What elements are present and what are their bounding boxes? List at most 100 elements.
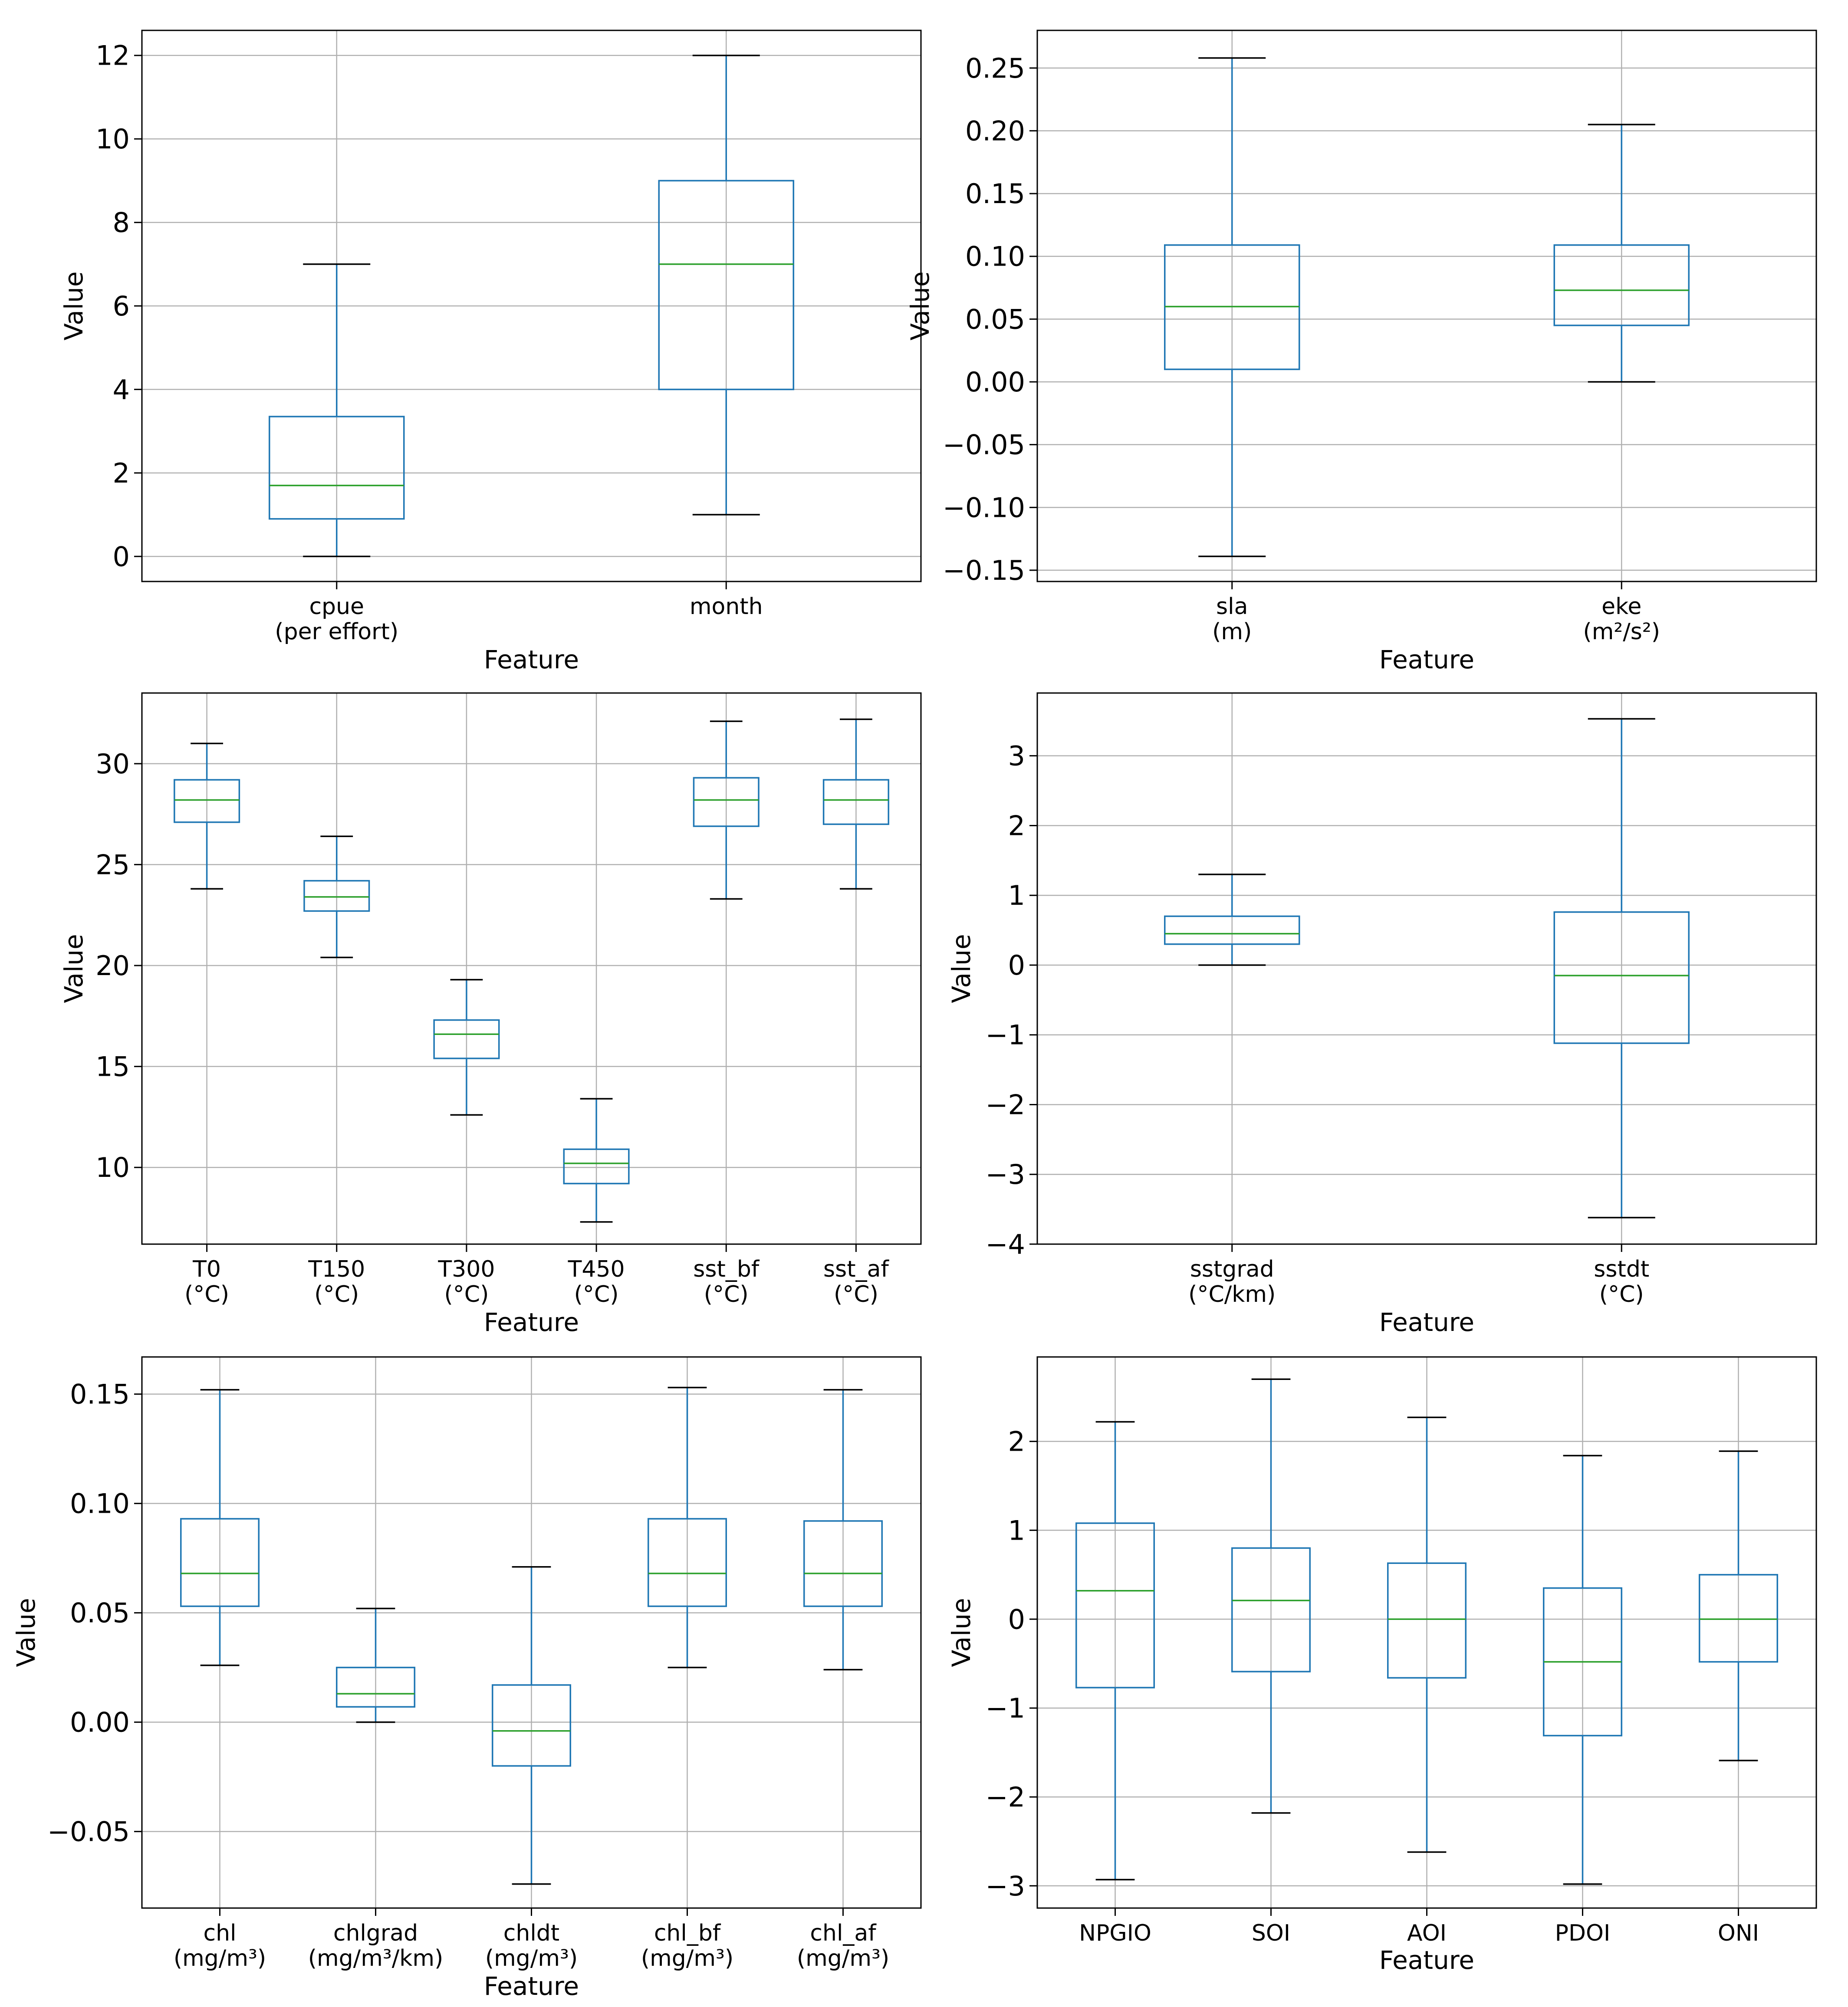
iqr-box bbox=[1699, 1574, 1778, 1663]
x-axis-label: Feature bbox=[1379, 645, 1474, 674]
plot-frame bbox=[1036, 692, 1817, 1245]
x-tick-label: chl_af bbox=[810, 1920, 877, 1946]
iqr-box bbox=[433, 1019, 500, 1059]
x-tick-unit-label: (mg/m³/km) bbox=[308, 1945, 444, 1971]
y-tick-label: 0 bbox=[1008, 1603, 1025, 1635]
iqr-box bbox=[693, 777, 760, 827]
y-tick-label: 8 bbox=[113, 207, 130, 239]
box-T450 bbox=[563, 1098, 630, 1223]
y-axis-label: Value bbox=[11, 1598, 41, 1667]
chart-panel-3: 1015202530T0(°C)T150(°C)T300(°C)T450(°C)… bbox=[59, 692, 922, 1337]
chart-panel-1: 0 2 4 6 8 10 12 cpue(per effort) month Feature Val… bbox=[59, 30, 922, 674]
box-cpue bbox=[269, 263, 405, 558]
y-tick-label: 12 bbox=[95, 40, 130, 72]
x-tick-label: sla bbox=[1216, 594, 1248, 620]
x-axis-label: Feature bbox=[1379, 1945, 1474, 1975]
y-tick-label: −1 bbox=[986, 1019, 1025, 1051]
iqr-box bbox=[492, 1684, 571, 1767]
box-NPGIO bbox=[1075, 1421, 1155, 1881]
x-tick-label: month bbox=[690, 594, 763, 620]
x-tick-label: chlgrad bbox=[333, 1920, 418, 1946]
x-tick-unit-label: (per effort) bbox=[275, 619, 398, 645]
x-axis-label: Feature bbox=[484, 1971, 579, 2001]
box-T0 bbox=[174, 742, 240, 890]
x-tick-label: sst_af bbox=[823, 1256, 889, 1282]
iqr-box bbox=[269, 416, 405, 520]
y-tick-label: 10 bbox=[95, 1152, 130, 1183]
x-tick-label: eke bbox=[1601, 594, 1641, 620]
plot-frame bbox=[1036, 30, 1817, 582]
y-tick-label: 0 bbox=[113, 541, 130, 572]
iqr-box bbox=[563, 1148, 630, 1185]
box-sstgrad bbox=[1164, 874, 1300, 966]
iqr-box bbox=[658, 180, 794, 391]
x-tick-unit-label: (mg/m³) bbox=[174, 1945, 266, 1971]
y-tick-label: 6 bbox=[113, 290, 130, 322]
x-tick-label: T150 bbox=[308, 1256, 365, 1282]
y-tick-label: 0.20 bbox=[965, 115, 1025, 147]
x-tick-unit-label: (m²/s²) bbox=[1583, 619, 1660, 645]
x-axis-label: Feature bbox=[484, 1307, 579, 1337]
y-tick-label: 2 bbox=[1008, 810, 1025, 841]
y-axis-label: Value bbox=[947, 934, 976, 1003]
plot-frame bbox=[1036, 1356, 1817, 1909]
y-tick-label: 0.10 bbox=[965, 241, 1025, 273]
x-axis-label: Feature bbox=[1379, 1307, 1474, 1337]
y-tick-label: 0.25 bbox=[965, 53, 1025, 84]
x-tick-label: T450 bbox=[568, 1256, 625, 1282]
x-tick-label: chl bbox=[204, 1920, 237, 1946]
x-tick-label: cpue bbox=[309, 594, 364, 620]
x-tick-label: AOI bbox=[1407, 1920, 1447, 1946]
box-sla bbox=[1164, 57, 1300, 557]
box-chlgrad bbox=[336, 1607, 415, 1723]
y-tick-label: −3 bbox=[986, 1159, 1025, 1190]
y-tick-label: 0.15 bbox=[70, 1379, 130, 1410]
y-tick-label: 0.05 bbox=[965, 303, 1025, 335]
iqr-box bbox=[180, 1518, 260, 1607]
iqr-box bbox=[336, 1666, 415, 1708]
iqr-box bbox=[1075, 1522, 1155, 1688]
box-sstdt bbox=[1553, 718, 1690, 1219]
y-tick-label: 0.15 bbox=[965, 178, 1025, 210]
y-tick-label: −0.05 bbox=[47, 1816, 130, 1848]
box-chl bbox=[180, 1389, 260, 1666]
chart-panel-5: −0.050.000.050.100.15chl(mg/m³)chlgrad(m… bbox=[11, 1356, 922, 2001]
box-sst_bf bbox=[693, 720, 760, 900]
x-tick-label: PDOI bbox=[1555, 1920, 1611, 1946]
x-tick-unit-label: (°C) bbox=[574, 1281, 619, 1307]
box-month bbox=[658, 54, 794, 516]
plot-frame bbox=[141, 1356, 922, 1909]
box-SOI bbox=[1231, 1378, 1311, 1814]
y-tick-label: −0.10 bbox=[943, 492, 1025, 523]
y-tick-label: 2 bbox=[1008, 1426, 1025, 1458]
y-tick-label: 10 bbox=[95, 123, 130, 155]
x-tick-label: ONI bbox=[1718, 1920, 1759, 1946]
y-tick-label: 0.00 bbox=[965, 366, 1025, 398]
y-tick-label: 2 bbox=[113, 457, 130, 489]
y-axis-label: Value bbox=[947, 1598, 976, 1667]
y-tick-label: 0.05 bbox=[70, 1597, 130, 1629]
x-tick-unit-label: (°C) bbox=[314, 1281, 359, 1307]
y-axis-label: Value bbox=[59, 934, 89, 1003]
plot-frame bbox=[141, 30, 922, 582]
iqr-box bbox=[1164, 915, 1300, 945]
y-axis-label: Value bbox=[905, 271, 935, 340]
y-tick-label: −3 bbox=[986, 1870, 1025, 1902]
box-ONI bbox=[1699, 1450, 1778, 1761]
y-tick-label: 20 bbox=[95, 950, 130, 982]
x-tick-label: sstgrad bbox=[1190, 1256, 1274, 1282]
x-tick-unit-label: (°C/km) bbox=[1188, 1281, 1276, 1307]
chart-panel-4: −4 −3 −2 −1 0 1 2 3 sstgrad(°C/km) sstdt(°C) Featu… bbox=[947, 692, 1817, 1337]
iqr-box bbox=[822, 779, 889, 825]
chart-panel-6: −3 −2 −1 0 1 2 NPGIO SOI AOI PDOI ONI Feature Value bbox=[947, 1356, 1817, 1975]
x-axis-label: Feature bbox=[484, 645, 579, 674]
y-axis-label: Value bbox=[59, 271, 89, 340]
y-tick-label: 3 bbox=[1008, 740, 1025, 772]
iqr-box bbox=[1231, 1547, 1311, 1672]
box-chl_bf bbox=[648, 1386, 727, 1669]
box-sst_af bbox=[822, 718, 889, 890]
iqr-box bbox=[1553, 244, 1690, 326]
x-tick-label: NPGIO bbox=[1079, 1920, 1151, 1946]
x-tick-unit-label: (°C) bbox=[184, 1281, 229, 1307]
x-tick-label: sst_bf bbox=[693, 1256, 760, 1282]
